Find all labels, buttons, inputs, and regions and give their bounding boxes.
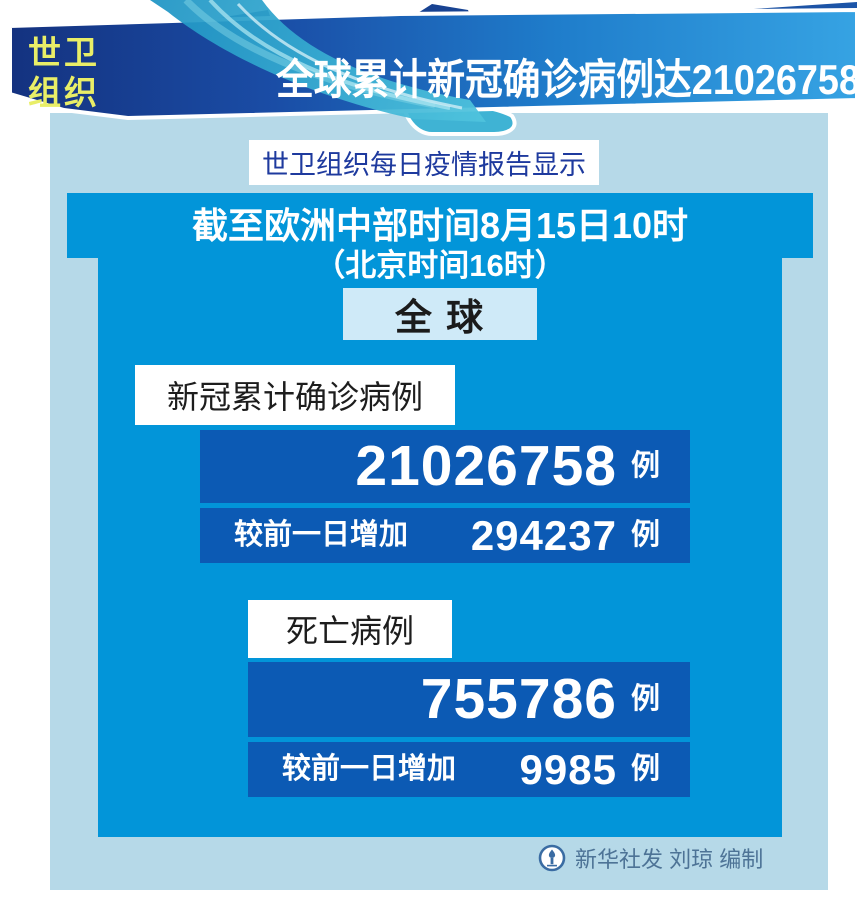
confirmed-delta-unit: 例: [630, 519, 660, 551]
title-banner: 世卫 组织 全球累计新冠确诊病例达21026758例: [0, 0, 857, 136]
footer-credit: 新华社发 刘琼 编制: [538, 842, 763, 874]
deaths-delta-group: 9985 例: [519, 745, 660, 793]
confirmed-cases-label: 新冠累计确诊病例: [135, 365, 455, 425]
confirmed-cases-label-text: 新冠累计确诊病例: [166, 379, 423, 415]
who-badge: 世卫 组织: [28, 33, 100, 112]
confirmed-delta-value: 294237: [470, 511, 617, 559]
footer-credit-text: 新华社发 刘琼 编制: [575, 847, 764, 872]
deaths-delta-unit: 例: [630, 753, 660, 785]
confirmed-total-value: 21026758: [355, 434, 617, 498]
who-badge-line2: 组织: [28, 73, 100, 111]
deaths-delta-label: 较前一日增加: [282, 753, 457, 785]
confirmed-delta-group: 294237 例: [470, 511, 660, 559]
xinhua-logo-icon: [538, 844, 566, 872]
deaths-total-unit: 例: [630, 683, 660, 715]
region-tag: 全 球: [343, 288, 537, 340]
deaths-total-value: 755786: [420, 667, 617, 731]
region-tag-text: 全 球: [394, 297, 486, 338]
banner-title: 全球累计新冠确诊病例达21026758例: [276, 56, 857, 103]
deaths-label-text: 死亡病例: [285, 613, 414, 649]
who-badge-line1: 世卫: [28, 34, 100, 71]
confirmed-total-unit: 例: [630, 450, 660, 482]
ribbon-streak-light: [208, 0, 451, 110]
cutoff-date-block: 截至欧洲中部时间8月15日10时 （北京时间16时）: [67, 204, 813, 284]
deaths-label: 死亡病例: [248, 600, 452, 658]
confirmed-total-bar: 21026758 例: [200, 430, 690, 503]
confirmed-delta-bar: 较前一日增加 294237 例: [200, 508, 690, 563]
ribbon-streak-thin: [236, 2, 463, 110]
confirmed-delta-label: 较前一日增加: [234, 519, 409, 551]
deaths-total-bar: 755786 例: [248, 662, 690, 737]
deaths-delta-bar: 较前一日增加 9985 例: [248, 742, 690, 797]
deaths-delta-value: 9985: [519, 745, 617, 793]
cutoff-date-line2: （北京时间16时）: [314, 247, 566, 283]
banner-artwork: [8, 0, 857, 136]
cutoff-date-line1: 截至欧洲中部时间8月15日10时: [191, 205, 689, 246]
report-note-text: 世卫组织每日疫情报告显示: [262, 150, 586, 180]
report-note-box: 世卫组织每日疫情报告显示: [249, 140, 599, 185]
date-header-strip: [67, 193, 813, 258]
